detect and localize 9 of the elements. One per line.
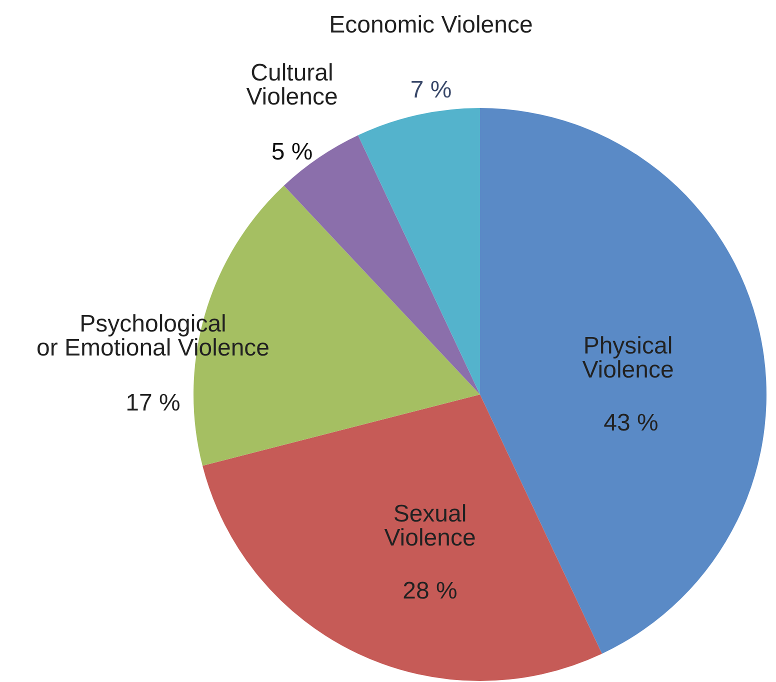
- slice-label: Cultural Violence: [246, 60, 338, 111]
- slice-label: Economic Violence: [329, 12, 533, 39]
- slice-label: Sexual Violence: [384, 500, 476, 552]
- data-label: 17 %: [126, 390, 180, 417]
- data-label: 28 %: [402, 578, 458, 605]
- data-label: 7 %: [410, 76, 452, 104]
- data-label: 5 %: [271, 138, 313, 166]
- slice-label: Physical Violence: [582, 332, 674, 384]
- data-label: 43 %: [604, 410, 658, 437]
